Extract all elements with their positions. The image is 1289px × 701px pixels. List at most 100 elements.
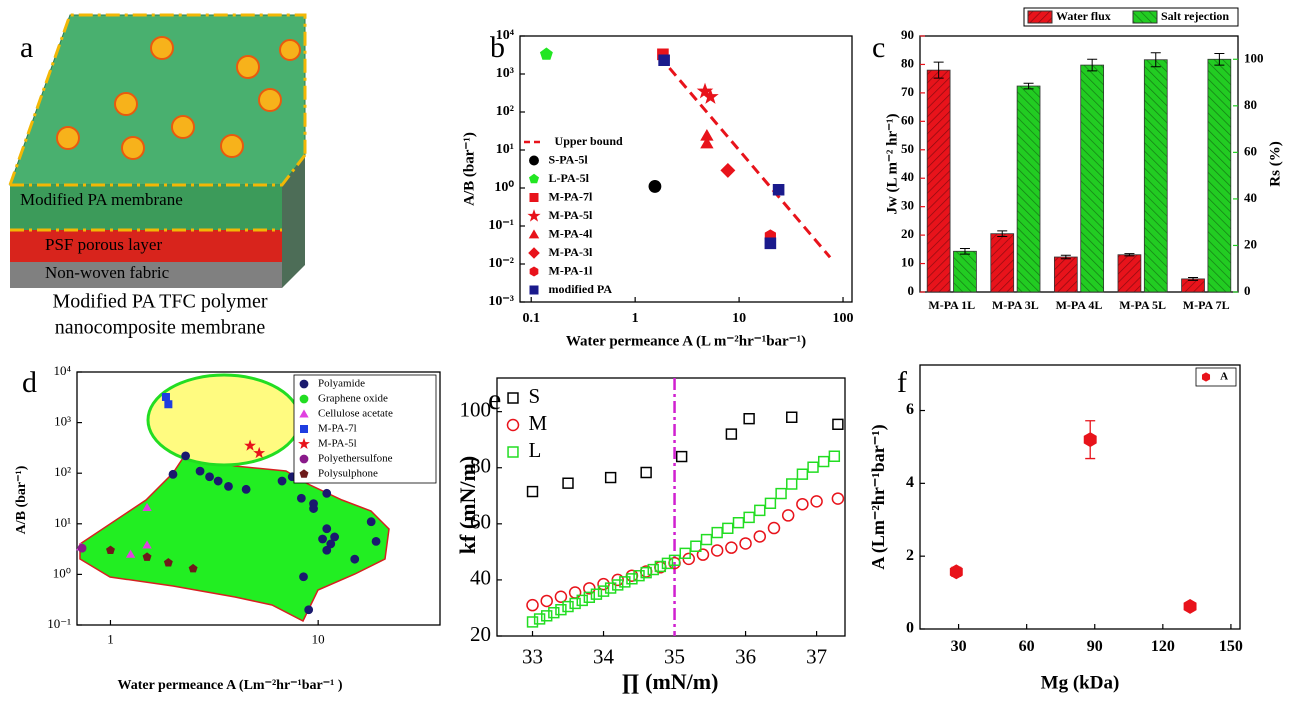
- error-bar: [1023, 82, 1034, 90]
- marker: [541, 610, 553, 622]
- y-tick-label: 20: [470, 622, 491, 646]
- marker: [299, 572, 308, 582]
- marker: [125, 549, 136, 558]
- layer-label: Non-woven fabric: [45, 263, 170, 282]
- legend-label: Salt rejection: [1161, 9, 1229, 23]
- plot-frame: [919, 364, 1241, 630]
- y-tick-label: 50: [901, 141, 914, 156]
- marker: [754, 504, 766, 517]
- marker: [529, 285, 539, 295]
- marker: [775, 487, 787, 500]
- y2-tick-label: 100: [1244, 50, 1264, 65]
- chart-panel: b 10⁻³ 10⁻² 10⁻¹ 10⁰ 10¹ 10² 10³ 10⁴ A/B (bar⁻¹) W…: [461, 28, 853, 349]
- legend-label: Cellulose acetate: [318, 408, 393, 420]
- marker: [619, 576, 631, 588]
- y-tick-label: 10¹: [54, 515, 71, 530]
- marker: [828, 450, 841, 462]
- marker: [168, 469, 178, 479]
- particle: [150, 36, 174, 60]
- chart-panel: f 0 2 4 6 A (Lm⁻²hr⁻¹bar⁻¹) Mg (kDa) 30 60 90 120 1…: [868, 364, 1243, 693]
- marker: [753, 530, 767, 543]
- marker: [371, 536, 381, 546]
- marker: [764, 497, 777, 510]
- marker: [796, 468, 809, 480]
- marker: [743, 511, 755, 524]
- x-tick-label: 35: [664, 645, 685, 669]
- y-tick-label: 10⁻¹: [47, 616, 71, 631]
- y-tick-label: 40: [901, 169, 914, 184]
- x-tick-label: 1: [107, 632, 114, 647]
- x-tick-label: 120: [1151, 638, 1175, 655]
- marker: [533, 613, 546, 625]
- bar: [926, 69, 951, 293]
- marker: [539, 47, 553, 60]
- x-axis-label: Mg (kDa): [1041, 672, 1120, 693]
- marker: [244, 439, 256, 451]
- particle: [279, 39, 301, 61]
- pa-layer: [10, 185, 282, 230]
- nanoparticles: [56, 36, 301, 160]
- y-tick-label: 40: [470, 566, 491, 590]
- y-tick-label: 10⁻¹: [488, 218, 514, 233]
- marker: [322, 488, 332, 498]
- x-axis-label: Water permeance A (Lm⁻²hr⁻¹bar⁻¹ ): [117, 678, 342, 693]
- marker: [786, 478, 798, 490]
- y-tick-label: 80: [901, 55, 914, 70]
- marker: [181, 451, 191, 461]
- panel-label: a: [20, 31, 33, 64]
- marker: [528, 229, 540, 239]
- marker: [640, 466, 652, 479]
- bar: [990, 233, 1015, 293]
- y-tick-label: 20: [901, 226, 914, 241]
- marker: [1083, 432, 1097, 448]
- marker: [720, 162, 736, 178]
- panel-label: c: [872, 31, 885, 64]
- marker: [590, 588, 603, 600]
- bar: [1181, 278, 1205, 293]
- x-tick-label: 150: [1219, 638, 1243, 655]
- y-tick-label: 10⁴: [496, 28, 515, 43]
- marker: [142, 502, 152, 511]
- marker: [555, 603, 567, 616]
- y-tick-label: 10⁴: [53, 363, 71, 378]
- x-tick-label: 30: [951, 638, 967, 655]
- legend-label: M-PA-3l: [549, 245, 593, 259]
- x-tick-label: 0.1: [522, 311, 540, 326]
- region-shapes: [79, 373, 390, 623]
- x-axis-label: Water permeance A (L m⁻²hr⁻¹bar⁻¹): [566, 333, 806, 349]
- marker: [296, 493, 306, 503]
- marker: [648, 180, 662, 193]
- error-bar: [1124, 253, 1135, 257]
- error-bar: [1188, 276, 1199, 281]
- bar: [1016, 85, 1041, 293]
- marker: [569, 597, 581, 610]
- marker: [1183, 598, 1197, 614]
- bound-line: [657, 54, 832, 259]
- legend-label: modified PA: [549, 282, 613, 296]
- bar: [953, 250, 977, 293]
- dash-edge: [8, 13, 307, 186]
- y-tick-label: 2: [906, 547, 914, 564]
- marker: [300, 425, 308, 433]
- plot-frame: [496, 377, 846, 637]
- legend-label: Graphene oxide: [318, 393, 388, 405]
- legend-label: L: [529, 438, 542, 462]
- y-tick-label: 60: [901, 112, 914, 127]
- bar: [1080, 64, 1105, 293]
- marker: [626, 573, 638, 585]
- marker: [304, 605, 314, 615]
- y-tick-label: 4: [906, 474, 914, 491]
- marker: [507, 392, 519, 404]
- marker: [224, 481, 233, 491]
- marker: [163, 558, 173, 567]
- legend-label: M-PA-5l: [318, 438, 357, 450]
- y-tick-label: 30: [901, 198, 914, 213]
- legend-label: Polyamide: [318, 378, 365, 390]
- legend-label: M-PA-7l: [318, 423, 357, 435]
- chart-panel: d 10⁻¹ 10⁰ 10¹ 10² 10³ 10⁴ A/B (bar⁻¹) Water per…: [14, 363, 441, 693]
- marker: [781, 509, 795, 522]
- x-tick-label: 36: [735, 645, 756, 669]
- y-tick-label: 70: [901, 84, 914, 99]
- marker: [366, 517, 376, 527]
- marker: [527, 209, 541, 222]
